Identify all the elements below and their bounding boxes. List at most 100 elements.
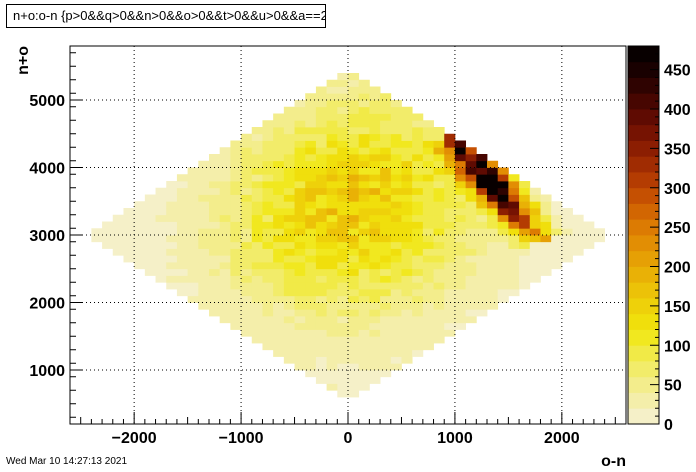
x-axis: −2000 −1000 0 1000 2000	[80, 412, 627, 447]
heatmap-cell	[497, 221, 509, 229]
heatmap-cell	[348, 221, 360, 229]
heatmap-cell	[283, 167, 295, 175]
heatmap-cell	[262, 181, 274, 189]
heatmap-cell	[358, 228, 370, 236]
heatmap-cell	[348, 329, 360, 337]
heatmap-cell	[219, 167, 231, 175]
heatmap-cell	[358, 316, 370, 324]
heatmap-cell	[412, 316, 424, 324]
heatmap-cell	[337, 370, 349, 378]
heatmap-cell	[176, 228, 189, 236]
heatmap-cell	[390, 248, 402, 256]
heatmap-cell	[433, 235, 445, 243]
heatmap-cell	[273, 154, 285, 162]
heatmap-cell	[155, 268, 167, 276]
heatmap-cell	[572, 221, 584, 229]
chart-title: n+o:o-n {p>0&&q>0&&n>0&&o>0&&t>0&&u>0&&a…	[6, 4, 326, 28]
y-tick-label: 2000	[29, 296, 65, 313]
heatmap-cell	[305, 167, 317, 175]
heatmap-cell	[444, 268, 456, 276]
heatmap-cell	[166, 194, 178, 202]
heatmap-cell	[241, 201, 253, 209]
heatmap-cell	[422, 295, 434, 303]
heatmap-cell	[209, 248, 221, 256]
heatmap-cell	[433, 167, 445, 175]
heatmap-cell	[251, 255, 263, 263]
heatmap-cell	[519, 208, 531, 216]
heatmap-cell	[273, 235, 285, 243]
heatmap-cell	[283, 133, 295, 141]
heatmap-cell	[497, 275, 509, 283]
heatmap-cell	[454, 309, 467, 317]
heatmap-cell	[348, 322, 360, 330]
heatmap-cell	[315, 268, 328, 276]
heatmap-cell	[337, 268, 349, 276]
heatmap-cell	[315, 100, 328, 108]
heatmap-cell	[380, 147, 392, 155]
heatmap-cell	[305, 140, 317, 148]
heatmap-cell	[497, 289, 509, 297]
heatmap-cell	[262, 289, 274, 297]
heatmap-cell	[412, 133, 424, 141]
heatmap-cell	[369, 235, 381, 243]
heatmap-cell	[294, 302, 306, 310]
heatmap-cell	[444, 181, 456, 189]
heatmap-cell	[230, 262, 242, 270]
heatmap-cell	[283, 302, 295, 310]
heatmap-cell	[390, 343, 402, 351]
heatmap-cell	[412, 235, 424, 243]
heatmap-cell	[326, 127, 338, 135]
heatmap-cell	[358, 113, 370, 121]
heatmap-cell	[369, 106, 381, 114]
heatmap-cell	[390, 167, 402, 175]
heatmap-cell	[508, 208, 520, 216]
heatmap-cell	[433, 221, 445, 229]
heatmap-cell	[348, 86, 360, 94]
heatmap-cell	[209, 221, 221, 229]
heatmap-cell	[433, 241, 445, 249]
heatmap-cell	[593, 228, 606, 236]
heatmap-cell	[497, 262, 509, 270]
heatmap-cell	[251, 214, 263, 222]
heatmap-cell	[337, 181, 349, 189]
heatmap-cell	[454, 322, 467, 330]
heatmap-cell	[294, 187, 306, 195]
heatmap-cell	[315, 93, 328, 101]
heatmap-cell	[230, 174, 242, 182]
heatmap-cell	[433, 201, 445, 209]
heatmap-cell	[198, 282, 210, 290]
heatmap-cell	[497, 228, 509, 236]
heatmap-cell	[390, 120, 402, 128]
heatmap-cell	[401, 235, 413, 243]
heatmap-cell	[326, 235, 338, 243]
heatmap-cell	[422, 309, 434, 317]
heatmap-cell	[540, 268, 552, 276]
heatmap-cell	[134, 228, 146, 236]
heatmap-cell	[390, 113, 402, 121]
heatmap-cell	[337, 329, 349, 337]
heatmap-cell	[497, 295, 509, 303]
heatmap-cell	[262, 241, 274, 249]
heatmap-cell	[337, 174, 349, 182]
heatmap-cell	[412, 127, 424, 135]
heatmap-cell	[487, 181, 499, 189]
heatmap-cell	[401, 343, 413, 351]
heatmap-cell	[401, 282, 413, 290]
heatmap-cell	[422, 127, 434, 135]
heatmap-cell	[315, 214, 328, 222]
heatmap-cell	[262, 133, 274, 141]
heatmap-cell	[112, 248, 124, 256]
heatmap-cell	[551, 255, 563, 263]
heatmap-cell	[144, 241, 156, 249]
heatmap-cell	[358, 147, 370, 155]
heatmap-cell	[251, 194, 263, 202]
heatmap-cell	[315, 86, 328, 94]
heatmap-cell	[412, 329, 424, 337]
heatmap-cell	[369, 113, 381, 121]
heatmap-cell	[454, 140, 467, 148]
heatmap-cell	[412, 154, 424, 162]
heatmap-cell	[251, 329, 263, 337]
heatmap-cell	[219, 147, 231, 155]
heatmap-cell	[561, 255, 573, 263]
heatmap-cell	[433, 228, 445, 236]
